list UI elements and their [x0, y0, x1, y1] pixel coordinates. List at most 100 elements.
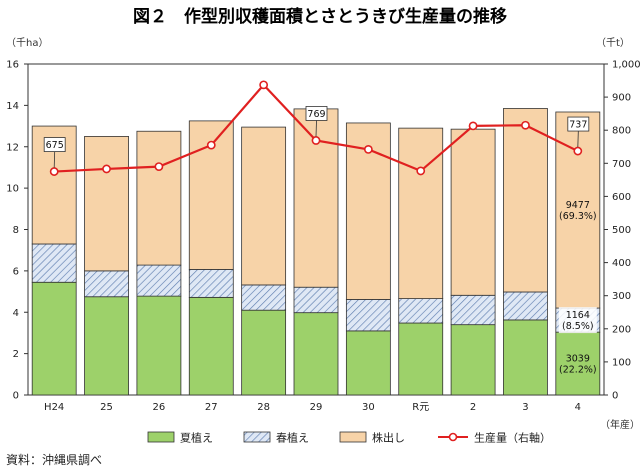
legend-label: 生産量（右軸） — [474, 431, 551, 445]
bar-segment-summer — [555, 331, 601, 396]
bar-segment-ratoon — [84, 136, 129, 272]
production-point — [259, 80, 269, 90]
chart-title: 図２ 作型別収穫面積とさとうきび生産量の推移 — [133, 6, 507, 27]
legend-label: 春植え — [276, 431, 309, 445]
point-label-box — [567, 116, 590, 132]
bar-segment-spring — [84, 270, 129, 298]
source-note: 資料：沖縄県調べ — [6, 452, 102, 467]
segment-data-label: 1164 — [566, 310, 590, 321]
x-tick-label: 2 — [470, 402, 476, 413]
y-left-tick-label: 0 — [13, 391, 19, 402]
production-point — [416, 166, 426, 176]
segment-data-label: 3039 — [566, 354, 590, 365]
bar-segment-summer — [136, 295, 182, 396]
bar-segment-spring — [188, 269, 234, 298]
segment-data-label: (8.5%) — [562, 321, 594, 332]
point-data-label: 737 — [569, 120, 587, 131]
point-label-leader — [315, 120, 317, 137]
point-label-box — [305, 106, 328, 121]
bar-segment-spring — [345, 299, 391, 332]
bar-segment-spring — [450, 294, 496, 326]
bar-segment-spring — [398, 298, 444, 324]
legend-swatch-ratoon — [339, 431, 367, 443]
y-left-tick-label: 10 — [6, 184, 19, 195]
y-left-tick-label: 6 — [13, 266, 19, 277]
bar-segment-summer — [241, 309, 287, 396]
x-tick-label: 26 — [153, 402, 166, 413]
x-tick-label: 29 — [310, 402, 323, 413]
x-tick-label: 30 — [362, 402, 375, 413]
y-left-tick-label: 4 — [13, 308, 19, 319]
y-right-tick-label: 1,000 — [612, 60, 640, 71]
y-right-tick-label: 300 — [612, 291, 631, 302]
bar-segment-summer — [450, 324, 496, 396]
y-right-tick-label: 700 — [612, 159, 631, 170]
annotation-backdrop — [558, 307, 597, 334]
x-tick-label: 4 — [575, 402, 581, 413]
bar-segment-ratoon — [398, 127, 444, 299]
x-tick-label: 3 — [522, 402, 528, 413]
plot-area: 0 2 4 6 8 10 12 14 16 0 100 200 300 400 500 600 700 800 90… — [6, 60, 640, 414]
production-point — [311, 136, 321, 145]
production-point — [102, 164, 111, 174]
y-right-tick-label: 0 — [612, 391, 618, 402]
legend-label: 夏植え — [180, 431, 213, 445]
bar-segment-spring — [136, 264, 182, 297]
bar-segment-ratoon — [241, 126, 287, 286]
production-point — [154, 162, 164, 172]
legend-swatch-production-marker — [448, 432, 458, 442]
point-label-leader — [53, 151, 56, 168]
y-right-tick-label: 800 — [612, 126, 631, 137]
x-tick-label: H24 — [44, 402, 64, 413]
legend: 夏植え 春植え 株出し 生産量（右軸） — [147, 431, 551, 445]
bar-segment-spring — [241, 284, 287, 311]
production-point — [468, 121, 478, 131]
y-right-tick-label: 100 — [612, 357, 631, 368]
x-tick-label: 27 — [205, 402, 218, 413]
y-right-tick-label: 400 — [612, 258, 631, 269]
bar-segment-summer — [503, 319, 548, 396]
bar-segment-summer — [398, 322, 444, 396]
segment-data-label: 9477 — [566, 200, 590, 211]
y-right-tick-label: 500 — [612, 225, 631, 236]
bar-segment-summer — [293, 312, 339, 396]
x-tick-label: 25 — [100, 402, 113, 413]
legend-swatch-spring — [243, 431, 271, 443]
x-tick-label: R元 — [412, 402, 429, 413]
point-label-leader — [577, 131, 579, 148]
production-point — [363, 144, 373, 154]
y-axis-left-label: （千ha） — [6, 37, 48, 49]
production-point — [573, 146, 583, 156]
legend-label: 株出し — [372, 431, 405, 445]
y-right-tick-label: 900 — [612, 93, 631, 104]
point-data-label: 675 — [46, 140, 64, 151]
point-label-box — [43, 137, 66, 152]
bar-segment-ratoon — [136, 130, 182, 266]
y-left-tick-label: 8 — [13, 225, 19, 236]
production-point — [206, 140, 216, 150]
bar-segment-spring — [293, 286, 339, 314]
y-left-tick-label: 14 — [6, 101, 19, 112]
segment-data-label: (69.3%) — [559, 211, 597, 222]
bar-segment-ratoon — [503, 108, 548, 293]
y-left-tick-label: 2 — [13, 349, 19, 360]
y-left-tick-label: 16 — [6, 60, 19, 71]
y-right-tick-label: 200 — [612, 324, 631, 335]
x-tick-label: 28 — [257, 402, 270, 413]
y-right-tick-label: 600 — [612, 192, 631, 203]
production-point — [521, 120, 530, 130]
production-point — [49, 167, 59, 176]
bar-segment-summer — [188, 296, 234, 396]
bar-segment-spring — [503, 291, 548, 321]
x-axis-label: （年産） — [600, 418, 640, 431]
bar-segment-summer — [31, 281, 77, 396]
bar-segment-spring — [31, 243, 77, 283]
y-left-tick-label: 12 — [6, 142, 19, 153]
bar-segment-ratoon — [450, 128, 496, 296]
bar-segment-summer — [345, 330, 391, 396]
bar-segment-summer — [84, 296, 129, 396]
y-axis-right-label: （千t） — [596, 37, 630, 49]
segment-data-label: (22.2%) — [559, 365, 597, 376]
legend-swatch-summer — [147, 431, 175, 443]
